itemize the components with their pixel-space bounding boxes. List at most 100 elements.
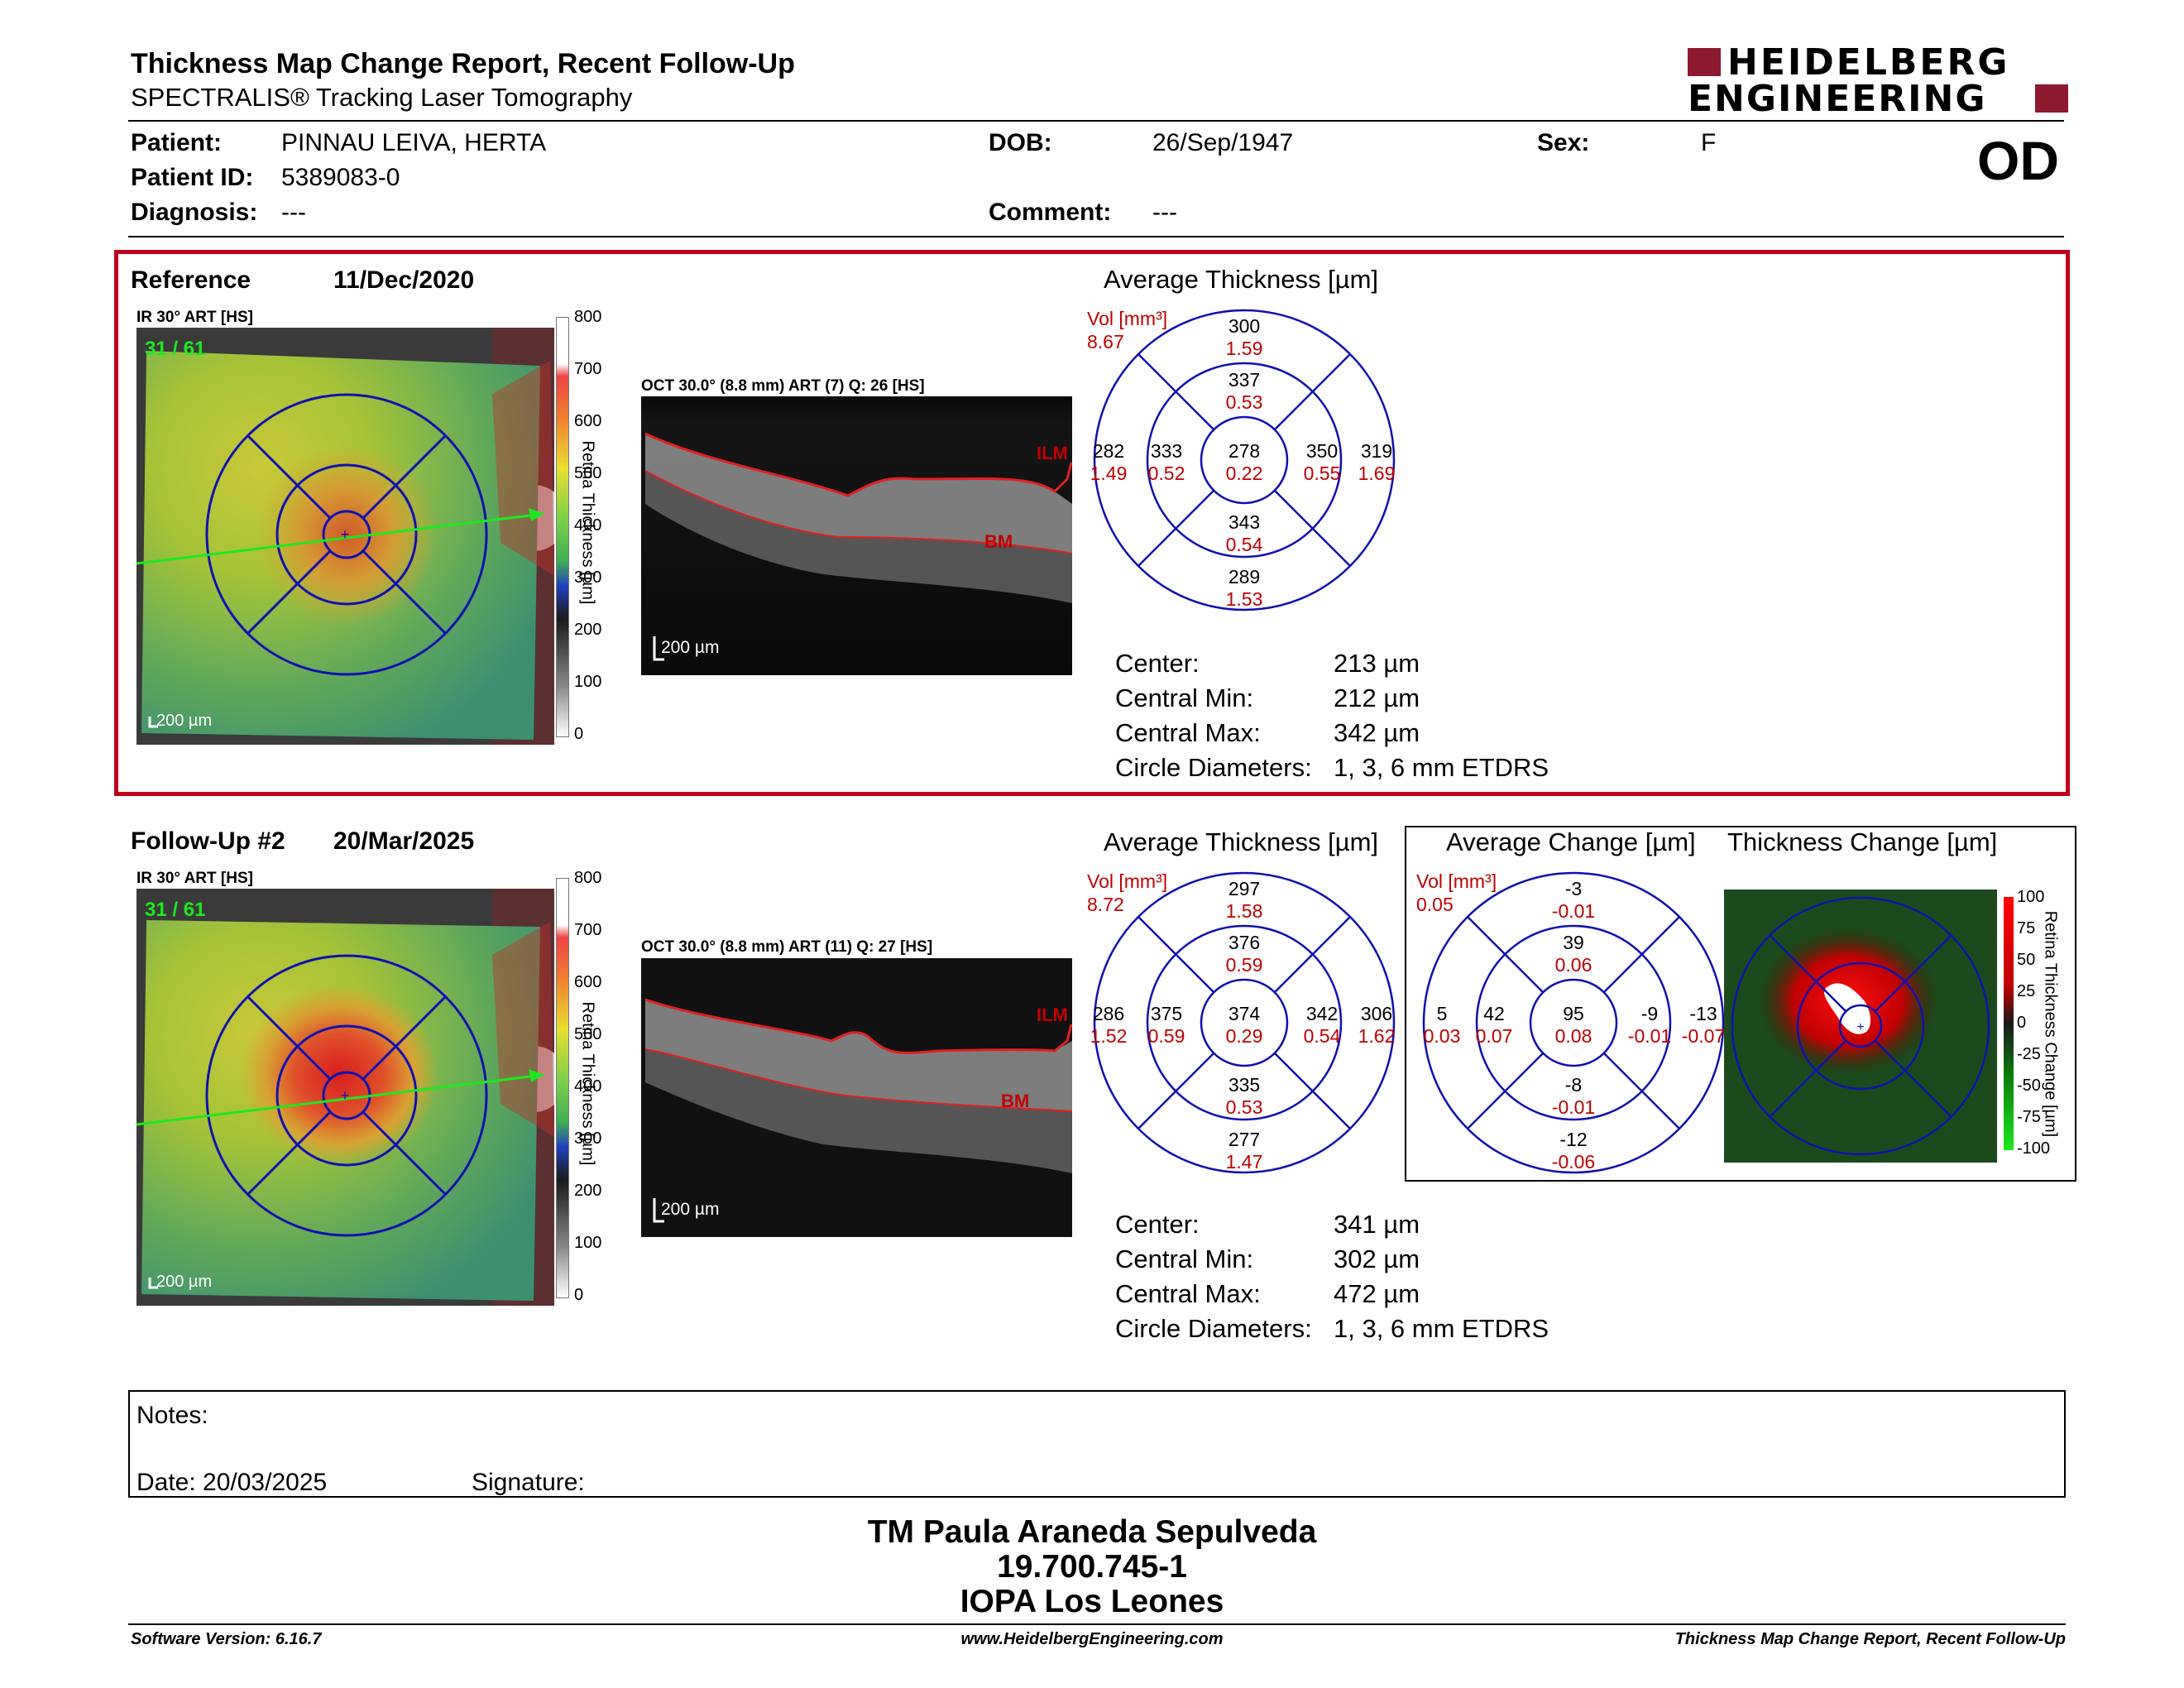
scale-tick: 200 bbox=[574, 1182, 602, 1200]
reference-frame bbox=[114, 250, 2070, 796]
website-link[interactable]: www.HeidelbergEngineering.com bbox=[960, 1630, 1224, 1648]
footer-divider bbox=[128, 1623, 2066, 1625]
notes-date: Date: 20/03/2025 bbox=[136, 1469, 328, 1496]
signatory-name: TM Paula Araneda Sepulveda bbox=[867, 1514, 1317, 1550]
followup-vol-value: 8.72 bbox=[1087, 894, 1124, 915]
change-etdrs-values: -3 -0.01 39 0.06 5 0.03 42 0.07 95 0.08 -9 -0.… bbox=[1416, 866, 1731, 1180]
etdrs-outer-left: 286 1.52 bbox=[1090, 1003, 1128, 1047]
change-tick: -100 bbox=[2017, 1139, 2051, 1158]
vessel-arcade bbox=[492, 361, 554, 576]
change-scale-ticks: 100 75 50 25 0 -25 -50 -75 -100 bbox=[2017, 888, 2063, 1161]
reference-stats: Center: 213 µm Central Min: 212 µm Centr… bbox=[1115, 649, 1628, 789]
reference-thickness-colorbar bbox=[556, 317, 569, 737]
bm-label: BM bbox=[1001, 1091, 1029, 1111]
notes-label: Notes: bbox=[136, 1402, 208, 1429]
footer-report-name: Thickness Map Change Report, Recent Foll… bbox=[1674, 1630, 2066, 1648]
change-inner-bottom: -8 -0.01 bbox=[1551, 1074, 1596, 1118]
patient-divider bbox=[128, 236, 2064, 237]
change-colorbar bbox=[2004, 897, 2014, 1150]
signatory-id: 19.700.745-1 bbox=[997, 1549, 1187, 1585]
vessel-arcade bbox=[492, 922, 554, 1137]
report-title: Thickness Map Change Report, Recent Foll… bbox=[131, 48, 795, 79]
etdrs-outer-top: 297 1.58 bbox=[1225, 878, 1263, 922]
reference-date: 11/Dec/2020 bbox=[333, 266, 475, 294]
reference-vol-label: Vol [mm³] bbox=[1087, 308, 1168, 329]
etdrs-outer-top: 300 1.59 bbox=[1225, 315, 1263, 359]
etdrs-grid-overlay bbox=[205, 954, 488, 1237]
change-tick: 25 bbox=[2017, 982, 2036, 1000]
change-tick: 75 bbox=[2017, 919, 2036, 938]
center-label: Center: bbox=[1115, 1210, 1200, 1239]
scale-tick: 700 bbox=[574, 360, 602, 378]
change-inner-left: 42 0.07 bbox=[1475, 1003, 1513, 1047]
center-value: 341 µm bbox=[1334, 1210, 1420, 1239]
change-outer-bottom: -12 -0.06 bbox=[1551, 1129, 1596, 1172]
diagnosis-value: --- bbox=[281, 199, 306, 226]
thickness-change-title: Thickness Change [µm] bbox=[1727, 827, 1998, 856]
scale-tick: 500 bbox=[574, 464, 602, 482]
central-min-label: Central Min: bbox=[1115, 1244, 1254, 1273]
frame-counter: 31 / 61 bbox=[145, 899, 205, 921]
etdrs-outer-right: 306 1.62 bbox=[1358, 1003, 1396, 1047]
avg-change-title: Average Change [µm] bbox=[1446, 827, 1696, 856]
followup-scale-ticks: 800 700 600 500 400 300 200 100 0 bbox=[574, 869, 624, 1316]
etdrs-grid-overlay bbox=[1731, 896, 1990, 1156]
scale-tick: 600 bbox=[574, 412, 602, 430]
center-label: Center: bbox=[1115, 649, 1200, 678]
etdrs-rings bbox=[1422, 871, 1725, 1174]
oct-label: OCT 30.0° (8.8 mm) ART (11) Q: 27 [HS] bbox=[641, 938, 933, 956]
ir-label: IR 30° ART [HS] bbox=[136, 870, 253, 887]
etdrs-inner-top: 376 0.59 bbox=[1225, 932, 1263, 976]
ilm-boundary bbox=[644, 432, 1072, 497]
scale-tick: 0 bbox=[574, 725, 584, 743]
etdrs-center: 278 0.22 bbox=[1225, 440, 1263, 484]
etdrs-outer-bottom: 289 1.53 bbox=[1225, 566, 1263, 610]
scan-arrow bbox=[529, 508, 544, 521]
center-value: 213 µm bbox=[1334, 649, 1420, 678]
change-tick: 50 bbox=[2017, 951, 2036, 969]
change-outer-right: -13 -0.07 bbox=[1681, 1003, 1726, 1047]
thickness-change-map: + bbox=[1724, 890, 1997, 1163]
sex-label: Sex: bbox=[1537, 129, 1590, 156]
reference-scale-axis-label: Retina Thickness [µm] bbox=[578, 440, 597, 605]
reference-avg-thickness-title: Average Thickness [µm] bbox=[1104, 265, 1379, 294]
retina-layers bbox=[645, 434, 1072, 554]
followup-vol-label: Vol [mm³] bbox=[1087, 870, 1168, 892]
scale-bar-mark bbox=[148, 1278, 158, 1289]
fundus-scale-bar: 200 µm bbox=[156, 1273, 212, 1291]
change-box bbox=[1405, 826, 2076, 1182]
change-inner-right: -9 -0.01 bbox=[1627, 1003, 1672, 1047]
scale-tick: 400 bbox=[574, 1077, 602, 1096]
scale-tick: 600 bbox=[574, 973, 602, 991]
reference-etdrs-values: 300 1.59 337 0.53 282 1.49 333 0.52 278 0.22 … bbox=[1087, 303, 1401, 617]
scale-tick: 800 bbox=[574, 308, 602, 326]
etdrs-inner-top: 337 0.53 bbox=[1225, 369, 1263, 413]
sex-value: F bbox=[1701, 129, 1717, 156]
central-min-value: 212 µm bbox=[1334, 683, 1420, 712]
followup-thickness-colorbar bbox=[556, 878, 569, 1298]
central-max-value: 472 µm bbox=[1334, 1279, 1420, 1308]
change-inner-top: 39 0.06 bbox=[1554, 932, 1592, 976]
ilm-boundary bbox=[644, 998, 1072, 1055]
etdrs-outer-left: 282 1.49 bbox=[1090, 440, 1128, 484]
etdrs-center: 374 0.29 bbox=[1225, 1003, 1263, 1047]
change-tick: -75 bbox=[2017, 1108, 2041, 1126]
report-subtitle: SPECTRALIS® Tracking Laser Tomography bbox=[131, 83, 633, 112]
change-tick: 100 bbox=[2017, 888, 2045, 906]
followup-avg-thickness-title: Average Thickness [µm] bbox=[1104, 827, 1379, 856]
reference-oct-bscan: ILM BM 200 µm bbox=[641, 396, 1072, 675]
logo-line-1: HEIDELBERG bbox=[1727, 41, 2010, 84]
etdrs-rings bbox=[1093, 871, 1396, 1174]
logo-line-2: ENGINEERING bbox=[1688, 78, 1987, 120]
central-max-value: 342 µm bbox=[1334, 718, 1420, 747]
followup-thickness-map: + 31 / 61 200 µm bbox=[136, 889, 554, 1306]
bm-boundary bbox=[644, 470, 1072, 554]
notes-box[interactable] bbox=[128, 1390, 2066, 1498]
reference-etdrs-chart bbox=[1093, 309, 1396, 611]
change-scale-axis-label: Retina Thickness Change [µm] bbox=[2041, 910, 2060, 1138]
central-min-label: Central Min: bbox=[1115, 683, 1254, 712]
fovea-marker: + bbox=[1856, 1020, 1864, 1034]
change-etdrs-chart bbox=[1422, 871, 1725, 1174]
etdrs-inner-left: 375 0.59 bbox=[1147, 1003, 1185, 1047]
scale-tick: 500 bbox=[574, 1025, 602, 1043]
